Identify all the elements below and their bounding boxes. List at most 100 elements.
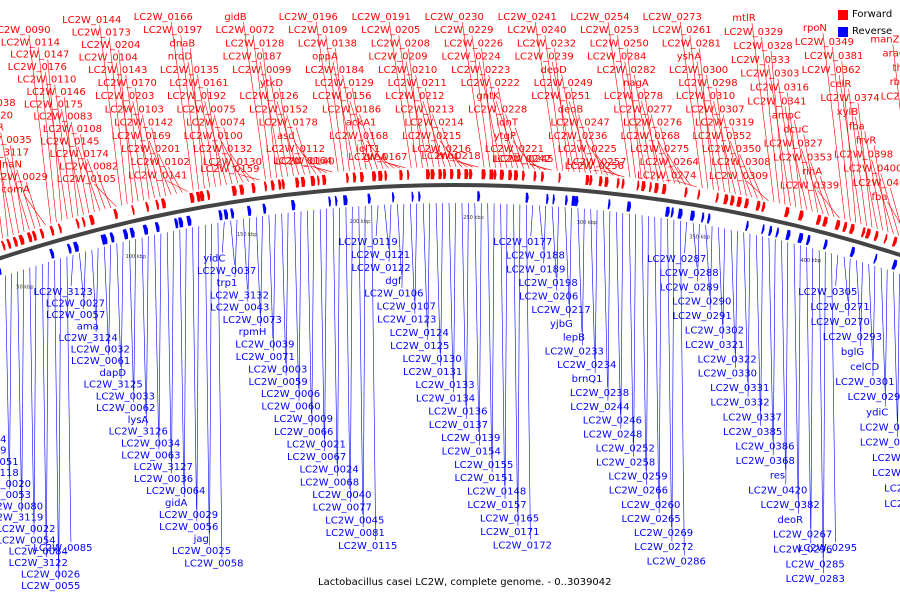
gene-leader-line <box>772 239 776 456</box>
forward-gene-feature <box>883 233 888 244</box>
legend-reverse-label: Reverse <box>852 26 893 37</box>
gene-leader-line <box>761 36 780 204</box>
forward-gene-label: LC2W_0164 <box>273 156 332 167</box>
gene-leader-line <box>96 171 112 209</box>
reverse-gene-label: LC2W_0155 <box>454 460 513 471</box>
forward-gene-label: LC2W_0176 <box>8 62 67 73</box>
reverse-gene-label: LC2W_0124 <box>390 328 449 339</box>
forward-gene-label: LC2W_0257 <box>567 157 626 168</box>
forward-gene-label: LC2W_0152 <box>249 104 308 115</box>
forward-gene-label: LC2W_0303 <box>740 69 799 80</box>
gene-leader-line <box>319 209 325 439</box>
reverse-gene-label: LC2W_0106 <box>364 289 423 300</box>
reverse-gene-label: LC2W_0107 <box>377 302 436 313</box>
forward-gene-label: LC2W_0221 <box>485 144 544 155</box>
reverse-gene-label: LC2W_0296 <box>773 544 832 555</box>
reverse-gene-label: LC2W_0024 <box>299 465 358 476</box>
gene-leader-line <box>273 214 276 351</box>
forward-gene-feature <box>815 214 821 226</box>
gene-leader-line <box>453 202 456 393</box>
gene-leader-line <box>747 233 751 397</box>
gene-leader-line <box>243 218 248 290</box>
gene-leader-line <box>276 101 300 176</box>
gene-leader-line <box>383 161 406 169</box>
forward-gene-label: LC2W_0082 <box>59 162 118 173</box>
gene-leader-line <box>439 140 463 168</box>
gene-leader-line <box>180 35 200 190</box>
forward-gene-label: LC2W_0341 <box>747 97 806 108</box>
gene-leader-line <box>58 258 61 580</box>
forward-gene-label: idnT <box>496 118 518 129</box>
gene-leader-line <box>269 74 289 177</box>
gene-leader-line <box>692 222 698 268</box>
reverse-gene-label: LC2W_0136 <box>428 407 487 418</box>
reverse-gene-label: LC2W_0335 <box>860 438 900 449</box>
forward-gene-label: LC2W_0264 <box>640 157 699 168</box>
forward-gene-feature <box>648 182 652 193</box>
reverse-gene-feature <box>571 195 576 206</box>
reverse-gene-label: LC2W_0123 <box>377 315 436 326</box>
reverse-gene-label: LC2W_0040 <box>312 490 371 501</box>
gene-leader-line <box>539 205 544 250</box>
reverse-gene-label: LC2W_0330 <box>698 369 757 380</box>
gene-leader-line <box>657 140 681 185</box>
forward-gene-label: asd <box>277 131 295 142</box>
reverse-gene-label: LC2W_0291 <box>672 311 731 322</box>
gene-leader-line <box>422 101 446 168</box>
reverse-gene-label: LC2W_0334 <box>872 453 900 464</box>
forward-gene-feature <box>822 216 828 227</box>
reverse-gene-label: LC2W_0134 <box>416 393 475 404</box>
forward-gene-feature <box>860 227 866 238</box>
gene-leader-line <box>713 101 736 195</box>
gene-leader-line <box>689 35 709 189</box>
gene-leader-line <box>260 61 283 178</box>
gene-leader-line <box>620 212 624 429</box>
reverse-gene-feature <box>670 207 674 218</box>
reverse-gene-label: ama <box>77 321 99 332</box>
gene-leader-line <box>234 219 238 278</box>
forward-strand-features <box>1 169 898 251</box>
gene-leader-line <box>897 273 900 437</box>
forward-gene-label: thrD <box>893 63 900 74</box>
forward-gene-label: LC2W_0352 <box>692 131 751 142</box>
reverse-gene-feature <box>822 239 828 250</box>
forward-gene-feature <box>661 183 667 195</box>
forward-gene-label: LC2W_0274 <box>637 170 696 181</box>
reverse-strand-features <box>0 191 898 275</box>
reverse-gene-label: LC2W_0034 <box>121 439 180 450</box>
reverse-gene-feature <box>186 215 192 226</box>
gene-leader-line <box>94 183 117 207</box>
gene-leader-line <box>471 35 491 168</box>
forward-gene-feature <box>378 170 383 181</box>
forward-gene-feature <box>270 180 275 191</box>
reverse-gene-label: LC2W_0073 <box>223 315 282 326</box>
gene-leader-line <box>401 203 405 288</box>
reverse-gene-label: LC2W_0119 <box>338 237 397 248</box>
forward-gene-feature <box>641 181 646 192</box>
gene-leader-line <box>61 109 84 215</box>
gene-leader-line <box>746 180 769 202</box>
gene-leader-line <box>739 153 758 199</box>
gene-leader-line <box>756 235 761 412</box>
reverse-gene-label: LC2W_0171 <box>480 527 539 538</box>
forward-gene-label: dnaB <box>170 38 196 49</box>
gene-leader-line <box>458 160 474 168</box>
forward-gene-label: LC2W_0196 <box>279 12 338 23</box>
gene-leader-line <box>887 201 900 224</box>
reverse-gene-feature <box>122 229 129 240</box>
forward-gene-label: LC2W_0144 <box>62 15 121 26</box>
gene-leader-line <box>543 205 546 264</box>
reverse-gene-label: LC2W_0382 <box>760 500 819 511</box>
reverse-gene-label: LC2W_0286 <box>647 556 706 567</box>
reverse-gene-label: LC2W_0337 <box>723 412 782 423</box>
forward-gene-feature <box>891 236 898 247</box>
forward-gene-feature <box>616 178 620 189</box>
reverse-gene-feature <box>418 191 421 202</box>
forward-gene-label: comA <box>1 184 29 195</box>
gene-leader-line <box>21 269 24 512</box>
gene-leader-line <box>873 145 889 233</box>
gene-leader-line <box>209 223 212 546</box>
reverse-gene-feature <box>154 222 160 233</box>
gene-leader-line <box>594 153 614 176</box>
gene-leader-line <box>488 74 507 168</box>
